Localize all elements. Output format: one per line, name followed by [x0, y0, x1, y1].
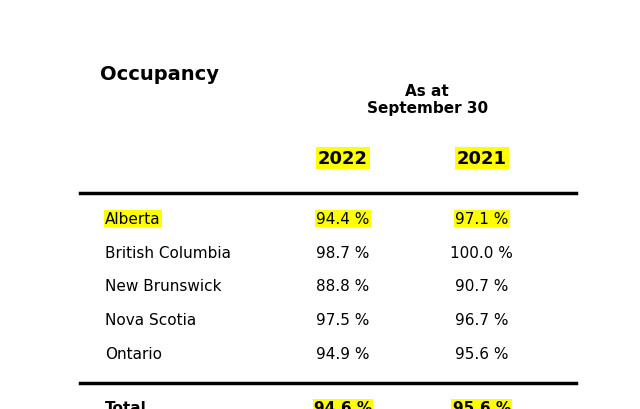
Text: 97.5 %: 97.5 % [316, 312, 369, 327]
Text: 95.6 %: 95.6 % [452, 400, 511, 409]
Text: 100.0 %: 100.0 % [451, 245, 513, 260]
Text: 88.8 %: 88.8 % [316, 279, 369, 294]
Text: As at
September 30: As at September 30 [367, 84, 488, 116]
Text: 2021: 2021 [457, 150, 507, 168]
Text: Ontario: Ontario [105, 346, 162, 361]
Text: 95.6 %: 95.6 % [455, 346, 509, 361]
Text: Alberta: Alberta [105, 211, 161, 226]
Text: 98.7 %: 98.7 % [316, 245, 369, 260]
Text: 2022: 2022 [318, 150, 368, 168]
Text: 94.6 %: 94.6 % [314, 400, 372, 409]
Text: Occupancy: Occupancy [100, 65, 219, 84]
Text: 94.4 %: 94.4 % [316, 211, 369, 226]
Text: 97.1 %: 97.1 % [455, 211, 508, 226]
Text: Total: Total [105, 400, 147, 409]
Text: 96.7 %: 96.7 % [455, 312, 509, 327]
Text: 94.9 %: 94.9 % [316, 346, 370, 361]
Text: New Brunswick: New Brunswick [105, 279, 221, 294]
Text: Nova Scotia: Nova Scotia [105, 312, 196, 327]
Text: 90.7 %: 90.7 % [455, 279, 508, 294]
Text: British Columbia: British Columbia [105, 245, 231, 260]
